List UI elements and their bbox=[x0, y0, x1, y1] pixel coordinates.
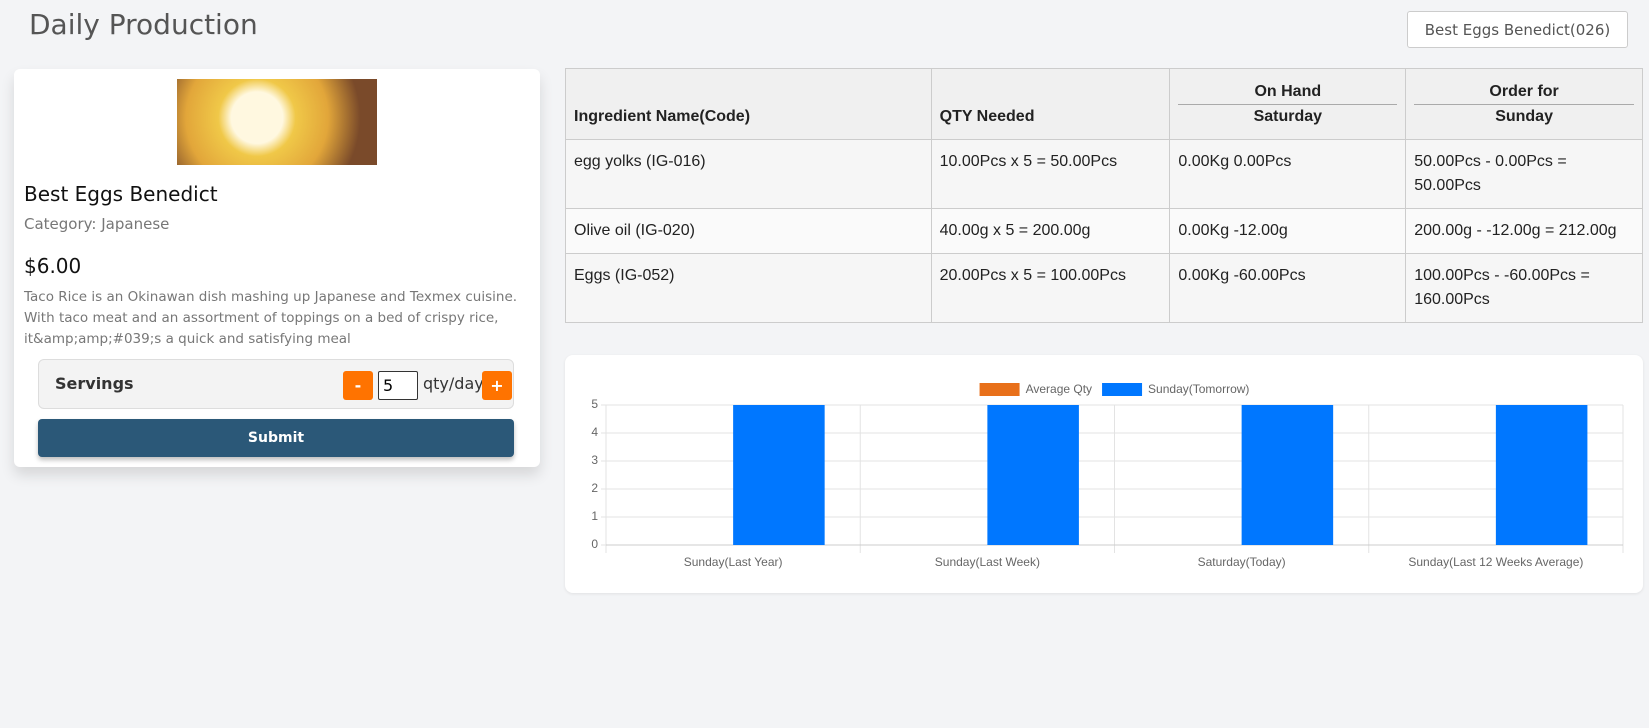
legend-label: Sunday(Tomorrow) bbox=[1148, 382, 1249, 396]
table-cell: 0.00Kg -60.00Pcs bbox=[1169, 253, 1407, 323]
table-cell: 20.00Pcs x 5 = 100.00Pcs bbox=[930, 253, 1171, 323]
legend-swatch bbox=[979, 383, 1020, 396]
header-bottom: QTY Needed bbox=[939, 108, 1035, 125]
ingredient-table: Ingredient Name(Code) QTY Needed On Hand Sa… bbox=[565, 68, 1643, 323]
y-tick-label: 0 bbox=[591, 537, 598, 551]
y-tick-label: 3 bbox=[591, 453, 598, 467]
submit-button[interactable]: Submit bbox=[38, 419, 514, 457]
header-bottom: Ingredient Name(Code) bbox=[574, 108, 751, 125]
servings-input[interactable] bbox=[378, 371, 418, 400]
recipe-description: Taco Rice is an Okinawan dish mashing up… bbox=[24, 289, 518, 347]
recipe-name: Best Eggs Benedict bbox=[24, 182, 218, 206]
y-tick-label: 4 bbox=[591, 425, 598, 439]
recipe-card: Best Eggs Benedict Category: Japanese $6… bbox=[14, 69, 540, 467]
table-cell: Eggs (IG-052) bbox=[565, 253, 932, 323]
y-tick-label: 1 bbox=[591, 509, 598, 523]
header-top: On Hand bbox=[1178, 80, 1398, 105]
legend-label: Average Qty bbox=[1026, 382, 1092, 396]
column-header: QTY Needed bbox=[930, 68, 1171, 140]
y-tick-label: 2 bbox=[591, 481, 598, 495]
table-row: egg yolks (IG-016) 10.00Pcs x 5 = 50.00Pc… bbox=[565, 139, 1643, 209]
table-cell: Olive oil (IG-020) bbox=[565, 208, 932, 254]
header-bottom: Sunday bbox=[1495, 108, 1553, 125]
servings-unit: qty/day bbox=[423, 374, 484, 393]
recipe-price: $6.00 bbox=[24, 254, 82, 278]
table-row: Eggs (IG-052) 20.00Pcs x 5 = 100.00Pcs 0.0… bbox=[565, 253, 1643, 323]
table-header: Ingredient Name(Code) QTY Needed On Hand Sa… bbox=[565, 68, 1643, 140]
column-header: Order for Sunday bbox=[1405, 68, 1643, 140]
bar bbox=[1495, 405, 1588, 545]
table-body: egg yolks (IG-016) 10.00Pcs x 5 = 50.00Pc… bbox=[565, 139, 1643, 323]
chart-card: 0 1 2 3 4 5 Sunday(Last Year) Sunday(Last Week)… bbox=[565, 355, 1643, 593]
column-header: Ingredient Name(Code) bbox=[565, 68, 932, 140]
table-cell: 50.00Pcs - 0.00Pcs = 50.00Pcs bbox=[1405, 139, 1643, 209]
page-title: Daily Production bbox=[29, 8, 258, 41]
increment-button[interactable]: + bbox=[482, 371, 512, 400]
header-bottom: Saturday bbox=[1253, 108, 1323, 125]
table-cell: 100.00Pcs - -60.00Pcs = 160.00Pcs bbox=[1405, 253, 1643, 323]
recipe-category: Category: Japanese bbox=[24, 215, 170, 233]
x-tick-label: Sunday(Last Week) bbox=[935, 555, 1040, 569]
bar bbox=[987, 405, 1079, 545]
table-row: Olive oil (IG-020) 40.00g x 5 = 200.00g 0.… bbox=[565, 208, 1643, 254]
decrement-button[interactable]: - bbox=[343, 371, 373, 400]
chart: 0 1 2 3 4 5 Sunday(Last Year) Sunday(Last Week)… bbox=[591, 382, 1624, 569]
recipe-selector[interactable]: Best Eggs Benedict(026) bbox=[1407, 11, 1628, 48]
header-top: Order for bbox=[1414, 80, 1634, 105]
table-cell: 0.00Kg -12.00g bbox=[1169, 208, 1407, 254]
y-tick-label: 5 bbox=[591, 397, 598, 411]
x-tick-label: Saturday(Today) bbox=[1198, 555, 1286, 569]
servings-label: Servings bbox=[55, 374, 134, 393]
servings-box: Servings - qty/day + bbox=[38, 359, 514, 409]
table-cell: 200.00g - -12.00g = 212.00g bbox=[1405, 208, 1643, 254]
table-cell: 40.00g x 5 = 200.00g bbox=[930, 208, 1171, 254]
x-tick-label: Sunday(Last 12 Weeks Average) bbox=[1408, 555, 1583, 569]
table-cell: egg yolks (IG-016) bbox=[565, 139, 932, 209]
column-header: On Hand Saturday bbox=[1169, 68, 1407, 140]
bar bbox=[1241, 405, 1334, 545]
recipe-image bbox=[177, 79, 377, 165]
table-cell: 10.00Pcs x 5 = 50.00Pcs bbox=[930, 139, 1171, 209]
x-tick-label: Sunday(Last Year) bbox=[684, 555, 783, 569]
table-cell: 0.00Kg 0.00Pcs bbox=[1169, 139, 1407, 209]
bar bbox=[733, 405, 825, 545]
legend-swatch bbox=[1102, 383, 1143, 396]
